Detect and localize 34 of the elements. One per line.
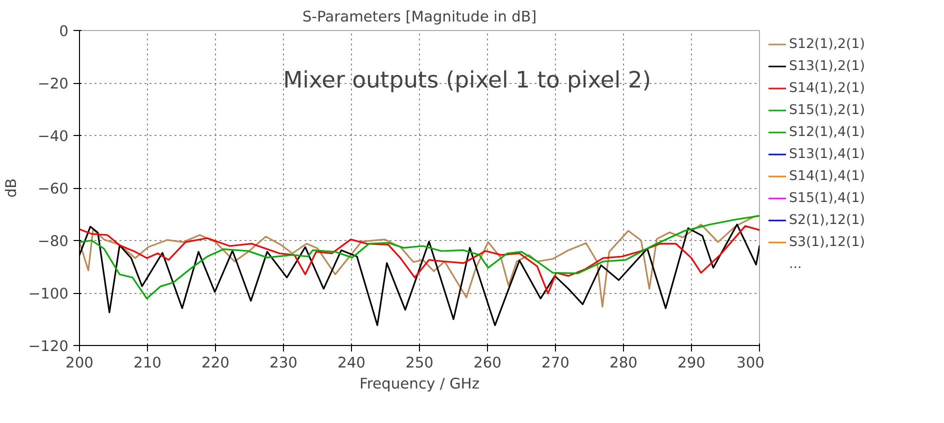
legend-label: S13(1),4(1) xyxy=(789,146,865,162)
annotation: Mixer outputs (pixel 1 to pixel 2) xyxy=(283,68,652,94)
legend-label: S15(1),4(1) xyxy=(789,190,865,206)
x-tick-label: 210 xyxy=(134,354,162,372)
x-tick-label: 220 xyxy=(202,354,230,372)
legend-label: S13(1),2(1) xyxy=(789,58,865,74)
y-tick-label: 0 xyxy=(59,23,69,40)
line-series xyxy=(80,225,760,294)
x-tick-label: 260 xyxy=(474,354,502,372)
legend-label: S14(1),2(1) xyxy=(789,80,865,96)
legend-label: S12(1),4(1) xyxy=(789,124,865,140)
x-tick-label: 250 xyxy=(406,354,434,372)
y-tick-label: −60 xyxy=(38,180,69,198)
x-tick-label: 280 xyxy=(610,354,638,372)
legend-label: S3(1),12(1) xyxy=(789,234,865,250)
x-axis-title: Frequency / GHz xyxy=(359,376,480,392)
x-tick-label: 290 xyxy=(678,354,706,372)
y-axis-title: dB xyxy=(3,178,20,198)
y-tick-label: −120 xyxy=(28,338,69,355)
y-tick-label: −40 xyxy=(38,128,69,145)
y-tick-label: −20 xyxy=(38,76,69,92)
x-tick-label: 300 xyxy=(736,354,765,372)
legend-label: S2(1),12(1) xyxy=(789,212,865,228)
legend-label: S12(1),2(1) xyxy=(789,36,865,52)
y-tick-label: −80 xyxy=(38,233,69,250)
x-tick-label: 240 xyxy=(338,354,366,372)
x-tick-label: 230 xyxy=(270,354,298,372)
legend-label: S14(1),4(1) xyxy=(789,168,865,184)
legend-label: S15(1),2(1) xyxy=(789,102,865,118)
x-tick-label: 200 xyxy=(66,354,94,372)
y-tick-label: −100 xyxy=(28,286,69,302)
text: ... xyxy=(789,256,803,272)
chart-title: S-Parameters [Magnitude in dB] xyxy=(302,8,537,26)
x-tick-label: 270 xyxy=(542,354,570,372)
